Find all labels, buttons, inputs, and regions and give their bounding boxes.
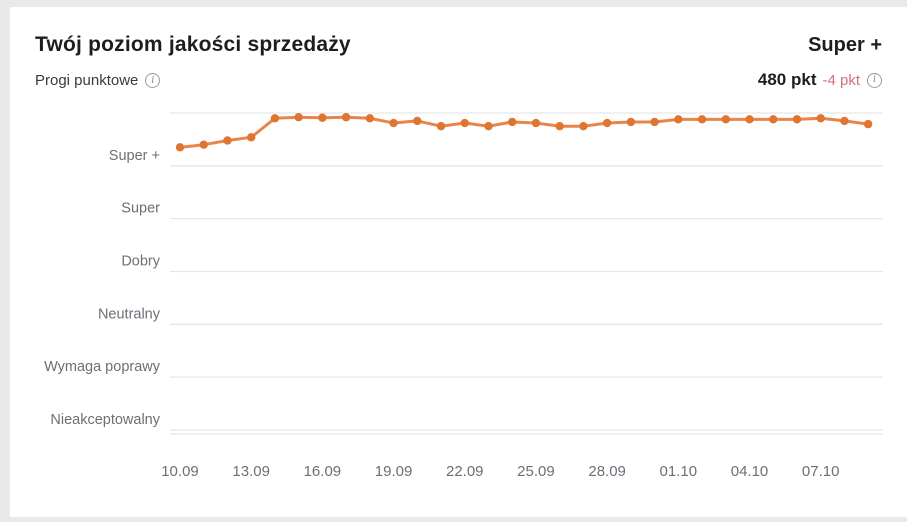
x-axis-label: 22.09 (446, 463, 484, 480)
current-level-badge: Super + (808, 34, 882, 56)
y-axis-label: Wymaga poprawy (44, 359, 161, 375)
y-axis-label: Super + (109, 148, 160, 164)
data-point[interactable] (223, 136, 232, 145)
data-point[interactable] (697, 115, 707, 124)
data-point[interactable] (436, 122, 446, 131)
data-point[interactable] (175, 143, 185, 152)
y-axis-label: Nieakceptowalny (50, 412, 160, 428)
points-info-icon[interactable]: i (867, 72, 882, 88)
data-point[interactable] (413, 116, 422, 126)
data-point[interactable] (270, 114, 280, 123)
data-point[interactable] (602, 118, 612, 128)
data-point[interactable] (674, 115, 683, 124)
y-axis-label: Neutralny (98, 306, 161, 322)
quality-trend-line (178, 115, 870, 149)
data-point[interactable] (579, 122, 588, 131)
card-header: Twój poziom jakości sprzedaży Super + Pr… (35, 33, 882, 90)
data-point[interactable] (460, 118, 469, 128)
data-point[interactable] (531, 118, 541, 128)
points-change-badge: -4 pkt (822, 71, 860, 89)
x-axis-label: 19.09 (375, 463, 413, 480)
data-point[interactable] (389, 118, 398, 128)
x-axis-label: 07.10 (802, 463, 840, 480)
x-axis-label: 01.10 (660, 463, 698, 480)
x-axis-label: 13.09 (232, 463, 270, 480)
data-point[interactable] (721, 115, 730, 124)
points-summary: 480 pkt -4 pkt i (758, 70, 882, 90)
chart-canvas[interactable]: Super + Super Dobry Neutralny Wymaga poprawy… (10, 7, 907, 517)
data-point[interactable] (294, 113, 303, 122)
data-point[interactable] (365, 114, 375, 123)
thresholds-label-text: Progi punktowe (35, 72, 139, 89)
data-point[interactable] (246, 133, 256, 142)
data-point[interactable] (769, 115, 778, 124)
y-axis-label: Dobry (121, 253, 160, 269)
data-point[interactable] (745, 115, 754, 124)
sales-quality-card: Super + Super Dobry Neutralny Wymaga poprawy… (10, 7, 907, 517)
data-point[interactable] (199, 140, 208, 149)
data-point[interactable] (650, 117, 659, 127)
points-value: 480 pkt (757, 70, 817, 89)
data-point[interactable] (341, 113, 351, 122)
data-point[interactable] (863, 119, 873, 129)
x-axis-label: 25.09 (517, 463, 555, 480)
thresholds-info-icon[interactable]: i (145, 73, 161, 88)
data-point[interactable] (318, 113, 327, 122)
x-axis-label: 16.09 (304, 463, 342, 480)
title-row: Twój poziom jakości sprzedaży Super + (35, 33, 882, 57)
data-point[interactable] (840, 116, 849, 126)
quality-level-chart[interactable]: Super + Super Dobry Neutralny Wymaga poprawy… (10, 7, 907, 517)
page-title: Twój poziom jakości sprzedaży (35, 33, 351, 56)
data-point[interactable] (484, 122, 493, 131)
y-axis-label: Super (121, 201, 160, 217)
x-axis-label: 28.09 (588, 463, 626, 480)
thresholds-label: Progi punktowe i (35, 72, 161, 89)
data-point[interactable] (555, 122, 564, 131)
data-point[interactable] (792, 115, 802, 124)
data-point[interactable] (508, 117, 517, 127)
subtitle-row: Progi punktowe i 480 pkt -4 pkt i (35, 70, 882, 90)
x-axis-label: 10.09 (161, 463, 199, 480)
data-point[interactable] (816, 114, 825, 123)
data-point[interactable] (626, 117, 636, 127)
x-axis-label: 04.10 (731, 463, 769, 480)
